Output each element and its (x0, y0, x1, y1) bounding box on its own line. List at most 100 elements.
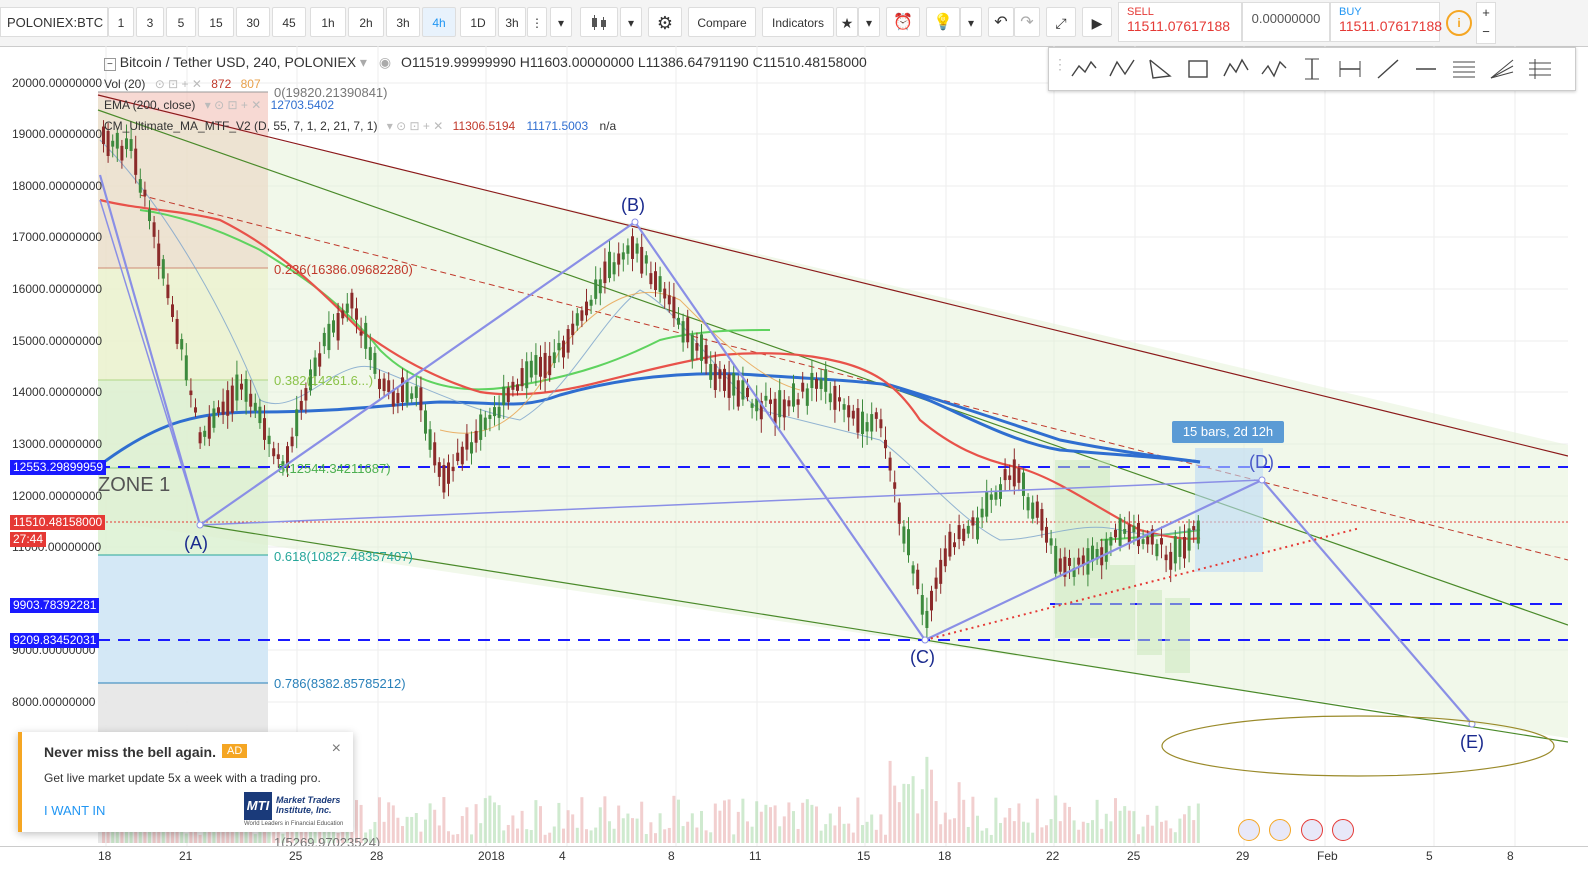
redo-icon[interactable]: ↷ (1014, 7, 1040, 37)
wave-d-label: (D) (1249, 452, 1274, 472)
x-tick-label: 18 (938, 849, 952, 863)
chevron-down-icon[interactable]: ▾ (550, 7, 572, 37)
price-chart[interactable] (0, 46, 1568, 846)
cm-legend[interactable]: CM_Ultimate_MA_MTF_V2 (D, 55, 7, 1, 2, 2… (104, 119, 616, 133)
cm-label: CM_Ultimate_MA_MTF_V2 (D, 55, 7, 1, 2, 2… (104, 119, 378, 133)
info-icon[interactable]: i (1446, 10, 1472, 36)
chevron-down-icon[interactable]: ▾ (359, 54, 367, 70)
interval-15[interactable]: 15 (198, 7, 234, 37)
rectangle-icon[interactable] (1183, 54, 1213, 84)
indicator-controls-icon[interactable]: ▾ ⊙ ⊡ + ✕ (386, 119, 444, 133)
vol-value-2: 807 (240, 77, 261, 91)
i-want-in-link[interactable]: I WANT IN (44, 803, 106, 818)
ohlc-values: O11519.99999990 H11603.00000000 L11386.6… (400, 54, 867, 70)
sell-label: SELL (1127, 6, 1154, 18)
legend-title-row: − Bitcoin / Tether USD, 240, POLONIEX ▾ … (104, 54, 867, 71)
star-icon[interactable]: ★ (836, 7, 858, 37)
x-tick-label: 4 (559, 849, 566, 863)
ema-legend[interactable]: EMA (200, close) ▾ ⊙ ⊡ + ✕ 12703.5402 (104, 98, 334, 112)
event-badges[interactable] (1238, 819, 1355, 844)
us-flag-event-icon[interactable] (1238, 819, 1260, 841)
indicator-controls-icon[interactable]: ⊙ ⊡ + ✕ (154, 77, 202, 91)
interval-menu-icon[interactable]: ⋮ (527, 7, 547, 37)
interval-2h[interactable]: 2h (348, 7, 384, 37)
interval-3h-alt[interactable]: 3h (498, 7, 526, 37)
y-tick-label: 18000.00000000 (12, 179, 103, 193)
vertical-ruler-icon[interactable] (1297, 54, 1327, 84)
mti-brand: Market Traders Institute, Inc. (276, 795, 341, 815)
abcd-pattern-icon[interactable] (1107, 54, 1137, 84)
x-tick-label: 22 (1046, 849, 1060, 863)
play-icon[interactable]: ▶ (1082, 7, 1112, 37)
horizontal-ruler-icon[interactable] (1335, 54, 1365, 84)
x-tick-label: 5 (1426, 849, 1433, 863)
interval-1h[interactable]: 1h (310, 7, 346, 37)
wave-a-label: (A) (184, 533, 208, 553)
settings-gear-icon[interactable]: ⚙ (648, 7, 682, 37)
candle-style-icon[interactable] (580, 7, 618, 37)
y-tick-label: 13000.00000000 (12, 437, 103, 451)
collapse-icon[interactable]: − (104, 58, 116, 71)
y-tick-label: 8000.00000000 (12, 695, 96, 709)
interval-1D[interactable]: 1D (460, 7, 496, 37)
interval-3[interactable]: 3 (136, 7, 164, 37)
wave-c-label: (C) (910, 647, 935, 667)
chevron-down-icon[interactable]: ▾ (858, 7, 880, 37)
mti-logo-icon: MTI (244, 792, 272, 820)
buy-box[interactable]: BUY 11511.07617188 (1330, 2, 1442, 42)
elliott-wxyz-icon[interactable] (1259, 54, 1289, 84)
close-icon[interactable]: × (331, 740, 341, 757)
y-tick-label: 15000.00000000 (12, 334, 103, 348)
lightbulb-icon[interactable]: 💡 (926, 7, 960, 37)
horizontal-line-icon[interactable] (1411, 54, 1441, 84)
indicators-button[interactable]: Indicators (762, 7, 834, 37)
fib-fan-icon[interactable] (1487, 54, 1517, 84)
x-tick-label: 25 (1127, 849, 1141, 863)
vol-value-1: 872 (211, 77, 232, 91)
interval-5[interactable]: 5 (166, 7, 196, 37)
ema-label: EMA (200, close) (104, 98, 196, 112)
indicator-controls-icon[interactable]: ▾ ⊙ ⊡ + ✕ (204, 98, 262, 112)
trend-line-icon[interactable] (1373, 54, 1403, 84)
chevron-down-icon[interactable]: ▾ (960, 7, 982, 37)
fullscreen-icon[interactable]: ⤢ (1046, 7, 1076, 37)
fib-channel-icon[interactable] (1525, 54, 1555, 84)
interval-3h[interactable]: 3h (386, 7, 420, 37)
alert-clock-icon[interactable]: ⏰ (886, 7, 920, 37)
vol-legend[interactable]: Vol (20) ⊙ ⊡ + ✕ 872 807 (104, 77, 261, 91)
fib-retracement-icon[interactable] (1449, 54, 1479, 84)
compare-button[interactable]: Compare (688, 7, 756, 37)
elliott-wave-icon[interactable] (1221, 54, 1251, 84)
fib-382-label: 0.382(14261.6...) (274, 373, 374, 388)
zone-label: ZONE 1 (98, 474, 171, 496)
eye-icon[interactable]: ◉ (378, 54, 392, 70)
time-axis[interactable] (0, 846, 1588, 878)
price-tag-countdown: 27:44 (10, 532, 47, 547)
us-flag-event-icon[interactable] (1300, 819, 1323, 841)
triangle-pattern-icon[interactable] (1145, 54, 1175, 84)
vol-label: Vol (20) (104, 77, 146, 91)
us-flag-event-icon[interactable] (1269, 819, 1292, 841)
chevron-down-icon[interactable]: ▾ (620, 7, 642, 37)
interval-1[interactable]: 1 (108, 7, 134, 37)
us-flag-event-icon[interactable] (1332, 819, 1355, 841)
fib-786-label: 0.786(8382.85785212) (274, 676, 406, 691)
symbol-search[interactable]: POLONIEX:BTC (0, 7, 108, 37)
price-tag-support-2: 9209.83452031 (10, 633, 100, 648)
x-tick-label: 2018 (478, 849, 505, 863)
zoom-buttons[interactable]: + − (1476, 2, 1496, 44)
fib-0-label: 0(19820.21390841) (274, 85, 388, 100)
drag-handle-icon[interactable]: ⋮ (1053, 56, 1067, 72)
fib-618-label: 0.618(10827.48357407) (274, 549, 413, 564)
interval-45[interactable]: 45 (272, 7, 306, 37)
xabcd-pattern-icon[interactable] (1069, 54, 1099, 84)
cm-value-3: n/a (599, 119, 617, 133)
chart-area[interactable]: − Bitcoin / Tether USD, 240, POLONIEX ▾ … (0, 46, 1568, 846)
fib-5-label: 5(12544.34211687) (278, 461, 391, 476)
wave-b-label: (B) (621, 195, 645, 215)
sell-box[interactable]: SELL 11511.07617188 (1118, 2, 1242, 42)
ad-popup: Never miss the bell again. AD × Get live… (18, 732, 353, 832)
interval-4h[interactable]: 4h (422, 7, 456, 37)
interval-30[interactable]: 30 (236, 7, 270, 37)
undo-icon[interactable]: ↶ (988, 7, 1014, 37)
